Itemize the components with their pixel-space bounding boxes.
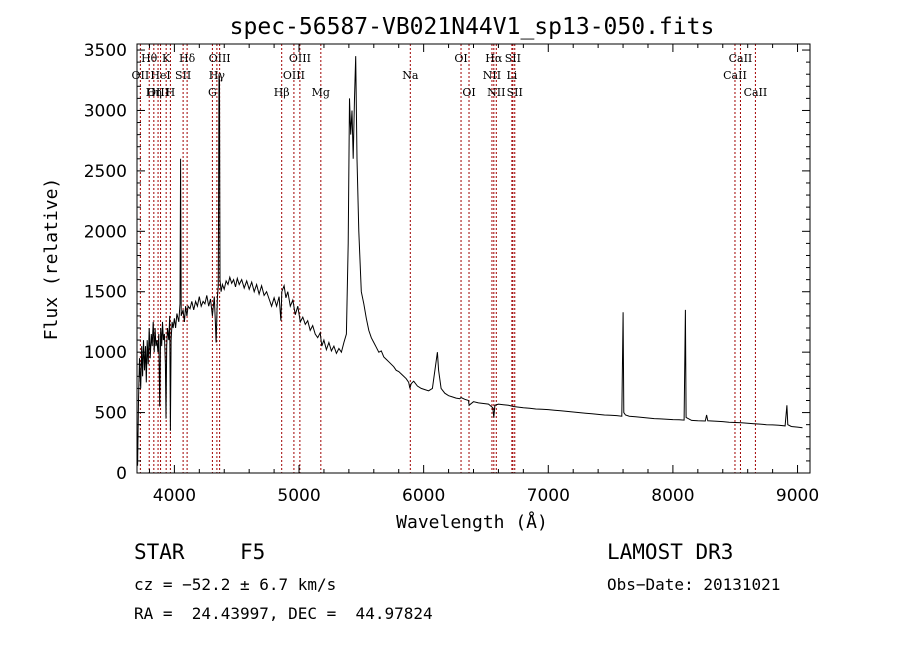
line-label: OIII xyxy=(147,86,169,99)
line-label: H xyxy=(166,86,176,99)
y-tick-label: 3000 xyxy=(84,101,127,121)
line-label: Hη xyxy=(146,86,162,99)
line-label: OI xyxy=(454,52,467,65)
x-tick-label: 4000 xyxy=(153,486,196,506)
line-label: OIII xyxy=(283,69,305,82)
object-class: STAR xyxy=(134,540,185,564)
x-tick-label: 7000 xyxy=(527,486,570,506)
x-tick-label: 6000 xyxy=(402,486,445,506)
y-tick-label: 1000 xyxy=(84,343,127,363)
chart-title: spec-56587-VB021N44V1_sp13-050.fits xyxy=(230,14,715,40)
line-label: SII xyxy=(175,69,191,82)
survey-name: LAMOST DR3 xyxy=(607,540,734,564)
line-label: Li xyxy=(506,69,517,82)
line-label: Mg xyxy=(312,86,330,99)
y-axis: 0 500 1000 1500 2000 2500 3000 3500 xyxy=(84,41,810,484)
object-subclass: F5 xyxy=(240,540,266,564)
y-tick-label: 2000 xyxy=(84,222,127,242)
spectrum-line xyxy=(136,56,803,466)
y-axis-label: Flux (relative) xyxy=(41,178,62,341)
line-label: G xyxy=(208,86,217,99)
sky-coordinates: RA = 24.43997, DEC = 44.97824 xyxy=(134,604,433,623)
line-label: SII xyxy=(505,52,521,65)
emission-line-markers xyxy=(139,44,756,473)
line-label: CaII xyxy=(723,69,747,82)
y-tick-label: 500 xyxy=(95,404,127,424)
line-label: NII xyxy=(483,69,501,82)
y-tick-label: 0 xyxy=(116,464,127,484)
line-label: CaII xyxy=(744,86,768,99)
line-label: CaII xyxy=(729,52,753,65)
line-label: OIII xyxy=(289,52,311,65)
line-label: Hδ xyxy=(179,52,196,65)
y-tick-label: 1500 xyxy=(84,283,127,303)
line-label: Hγ xyxy=(209,69,226,82)
line-label: Hθ xyxy=(141,52,158,65)
line-label: Hα xyxy=(485,52,503,65)
line-label: Na xyxy=(402,69,419,82)
y-tick-label: 2500 xyxy=(84,162,127,182)
x-tick-label: 9000 xyxy=(776,486,819,506)
spectrum-chart: spec-56587-VB021N44V1_sp13-050.fits Hθ OI… xyxy=(41,14,819,533)
x-axis: 4000 5000 6000 7000 8000 9000 xyxy=(148,44,819,506)
line-label: K xyxy=(162,52,171,65)
line-label: NII xyxy=(487,86,505,99)
x-tick-label: 8000 xyxy=(651,486,694,506)
line-label: SII xyxy=(507,86,523,99)
y-tick-label: 3500 xyxy=(84,41,127,61)
plot-frame xyxy=(136,43,811,474)
line-label: HeI xyxy=(150,69,170,82)
line-label: OII xyxy=(132,69,150,82)
line-label: OIII xyxy=(209,52,231,65)
line-label: OI xyxy=(462,86,475,99)
redshift-velocity: cz = −52.2 ± 6.7 km/s xyxy=(134,575,337,594)
observation-date: Obs−Date: 20131021 xyxy=(607,575,781,594)
x-axis-label: Wavelength (Å) xyxy=(396,511,548,533)
x-tick-label: 5000 xyxy=(277,486,320,506)
line-label: Hβ xyxy=(274,86,290,99)
